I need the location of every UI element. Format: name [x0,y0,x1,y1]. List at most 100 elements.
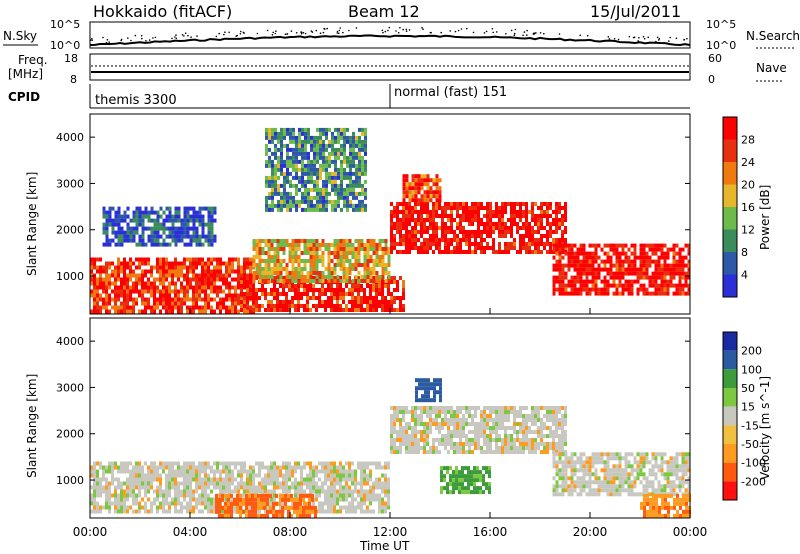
heatmap-cell [399,410,402,414]
heatmap-cell [267,505,270,510]
noise-search-point [310,30,313,32]
heatmap-cell [369,501,372,506]
heatmap-cell [207,477,210,482]
heatmap-cell [99,257,102,262]
heatmap-cell [351,489,354,494]
heatmap-cell [360,501,363,506]
heatmap-cell [327,271,331,275]
heatmap-cell [474,434,477,438]
heatmap-cell [319,195,322,200]
heatmap-cell [111,218,115,223]
heatmap-cell [346,139,349,144]
heatmap-cell [204,309,207,314]
heatmap-cell [301,175,304,180]
heatmap-cell [210,230,214,235]
heatmap-cell [402,434,405,438]
heatmap-cell [313,155,316,160]
y-tick-label: 3000 [56,177,84,190]
heatmap-cell [351,288,354,292]
heatmap-cell [192,473,195,478]
heatmap-cell [162,242,166,247]
heatmap-cell [201,493,204,498]
noise-search-point [218,32,220,35]
heatmap-cell [564,275,568,280]
heatmap-cell [417,174,421,179]
heatmap-cell [331,203,334,208]
heatmap-cell [408,218,411,222]
heatmap-cell [504,210,507,214]
heatmap-cell [288,259,292,263]
heatmap-cell [153,210,157,215]
heatmap-cell [313,147,316,152]
heatmap-cell [351,279,355,283]
heatmap-cell [273,280,276,284]
heatmap-cell [552,247,556,252]
heatmap-cell [525,214,528,218]
heatmap-cell [495,422,498,426]
heatmap-cell [310,203,313,208]
heatmap-cell [177,210,181,215]
noise-right-tick-bottom: 10^0 [706,39,736,52]
heatmap-cell [576,271,580,276]
heatmap-cell [333,497,336,502]
heatmap-cell [387,465,390,470]
radar-title: Hokkaido (fitACF) [93,2,232,21]
heatmap-cell [585,271,589,276]
heatmap-cell [255,473,258,478]
heatmap-cell [117,501,120,506]
heatmap-cell [324,288,327,292]
heatmap-cell [411,206,414,210]
heatmap-cell [237,293,240,298]
heatmap-cell [271,207,274,212]
noise-search-point [326,27,329,30]
heatmap-cell [663,267,667,272]
heatmap-cell [342,497,345,502]
heatmap-cell [280,163,283,168]
heatmap-cell [276,288,279,292]
heatmap-cell [135,281,138,286]
heatmap-cell [648,247,652,252]
heatmap-cell [285,292,288,296]
heatmap-cell [123,218,127,223]
heatmap-cell [346,163,349,168]
heatmap-cell [90,473,93,478]
heatmap-cell [330,271,334,275]
noise-search-point [633,36,636,39]
heatmap-cell [309,267,313,271]
heatmap-cell [402,442,405,446]
heatmap-cell [342,247,346,251]
heatmap-cell [330,465,333,470]
heatmap-cell [283,143,286,148]
heatmap-cell [195,230,199,235]
heatmap-cell [588,255,592,260]
heatmap-cell [327,304,330,308]
heatmap-cell [312,247,316,251]
heatmap-cell [396,414,399,418]
heatmap-cell [576,247,580,252]
noise-search-point [675,37,678,40]
heatmap-cell [141,222,145,227]
heatmap-cell [450,218,453,222]
heatmap-cell [363,247,367,251]
heatmap-cell [153,238,157,243]
heatmap-cell [372,263,376,267]
heatmap-cell [369,267,373,271]
noise-search-point [228,31,230,34]
heatmap-cell [286,155,289,160]
heatmap-cell [213,238,217,243]
heatmap-cell [286,207,289,212]
noise-search-point [174,36,176,38]
heatmap-cell [105,289,108,294]
heatmap-cell [132,297,135,302]
heatmap-cell [126,477,129,482]
heatmap-cell [492,422,495,426]
heatmap-cell [310,207,313,212]
heatmap-cell [90,293,93,298]
heatmap-cell [153,285,156,290]
heatmap-cell [334,203,337,208]
heatmap-cell [354,509,357,514]
heatmap-cell [267,292,270,296]
heatmap-cell [330,304,333,308]
heatmap-cell [375,243,379,247]
heatmap-cell [249,284,252,288]
